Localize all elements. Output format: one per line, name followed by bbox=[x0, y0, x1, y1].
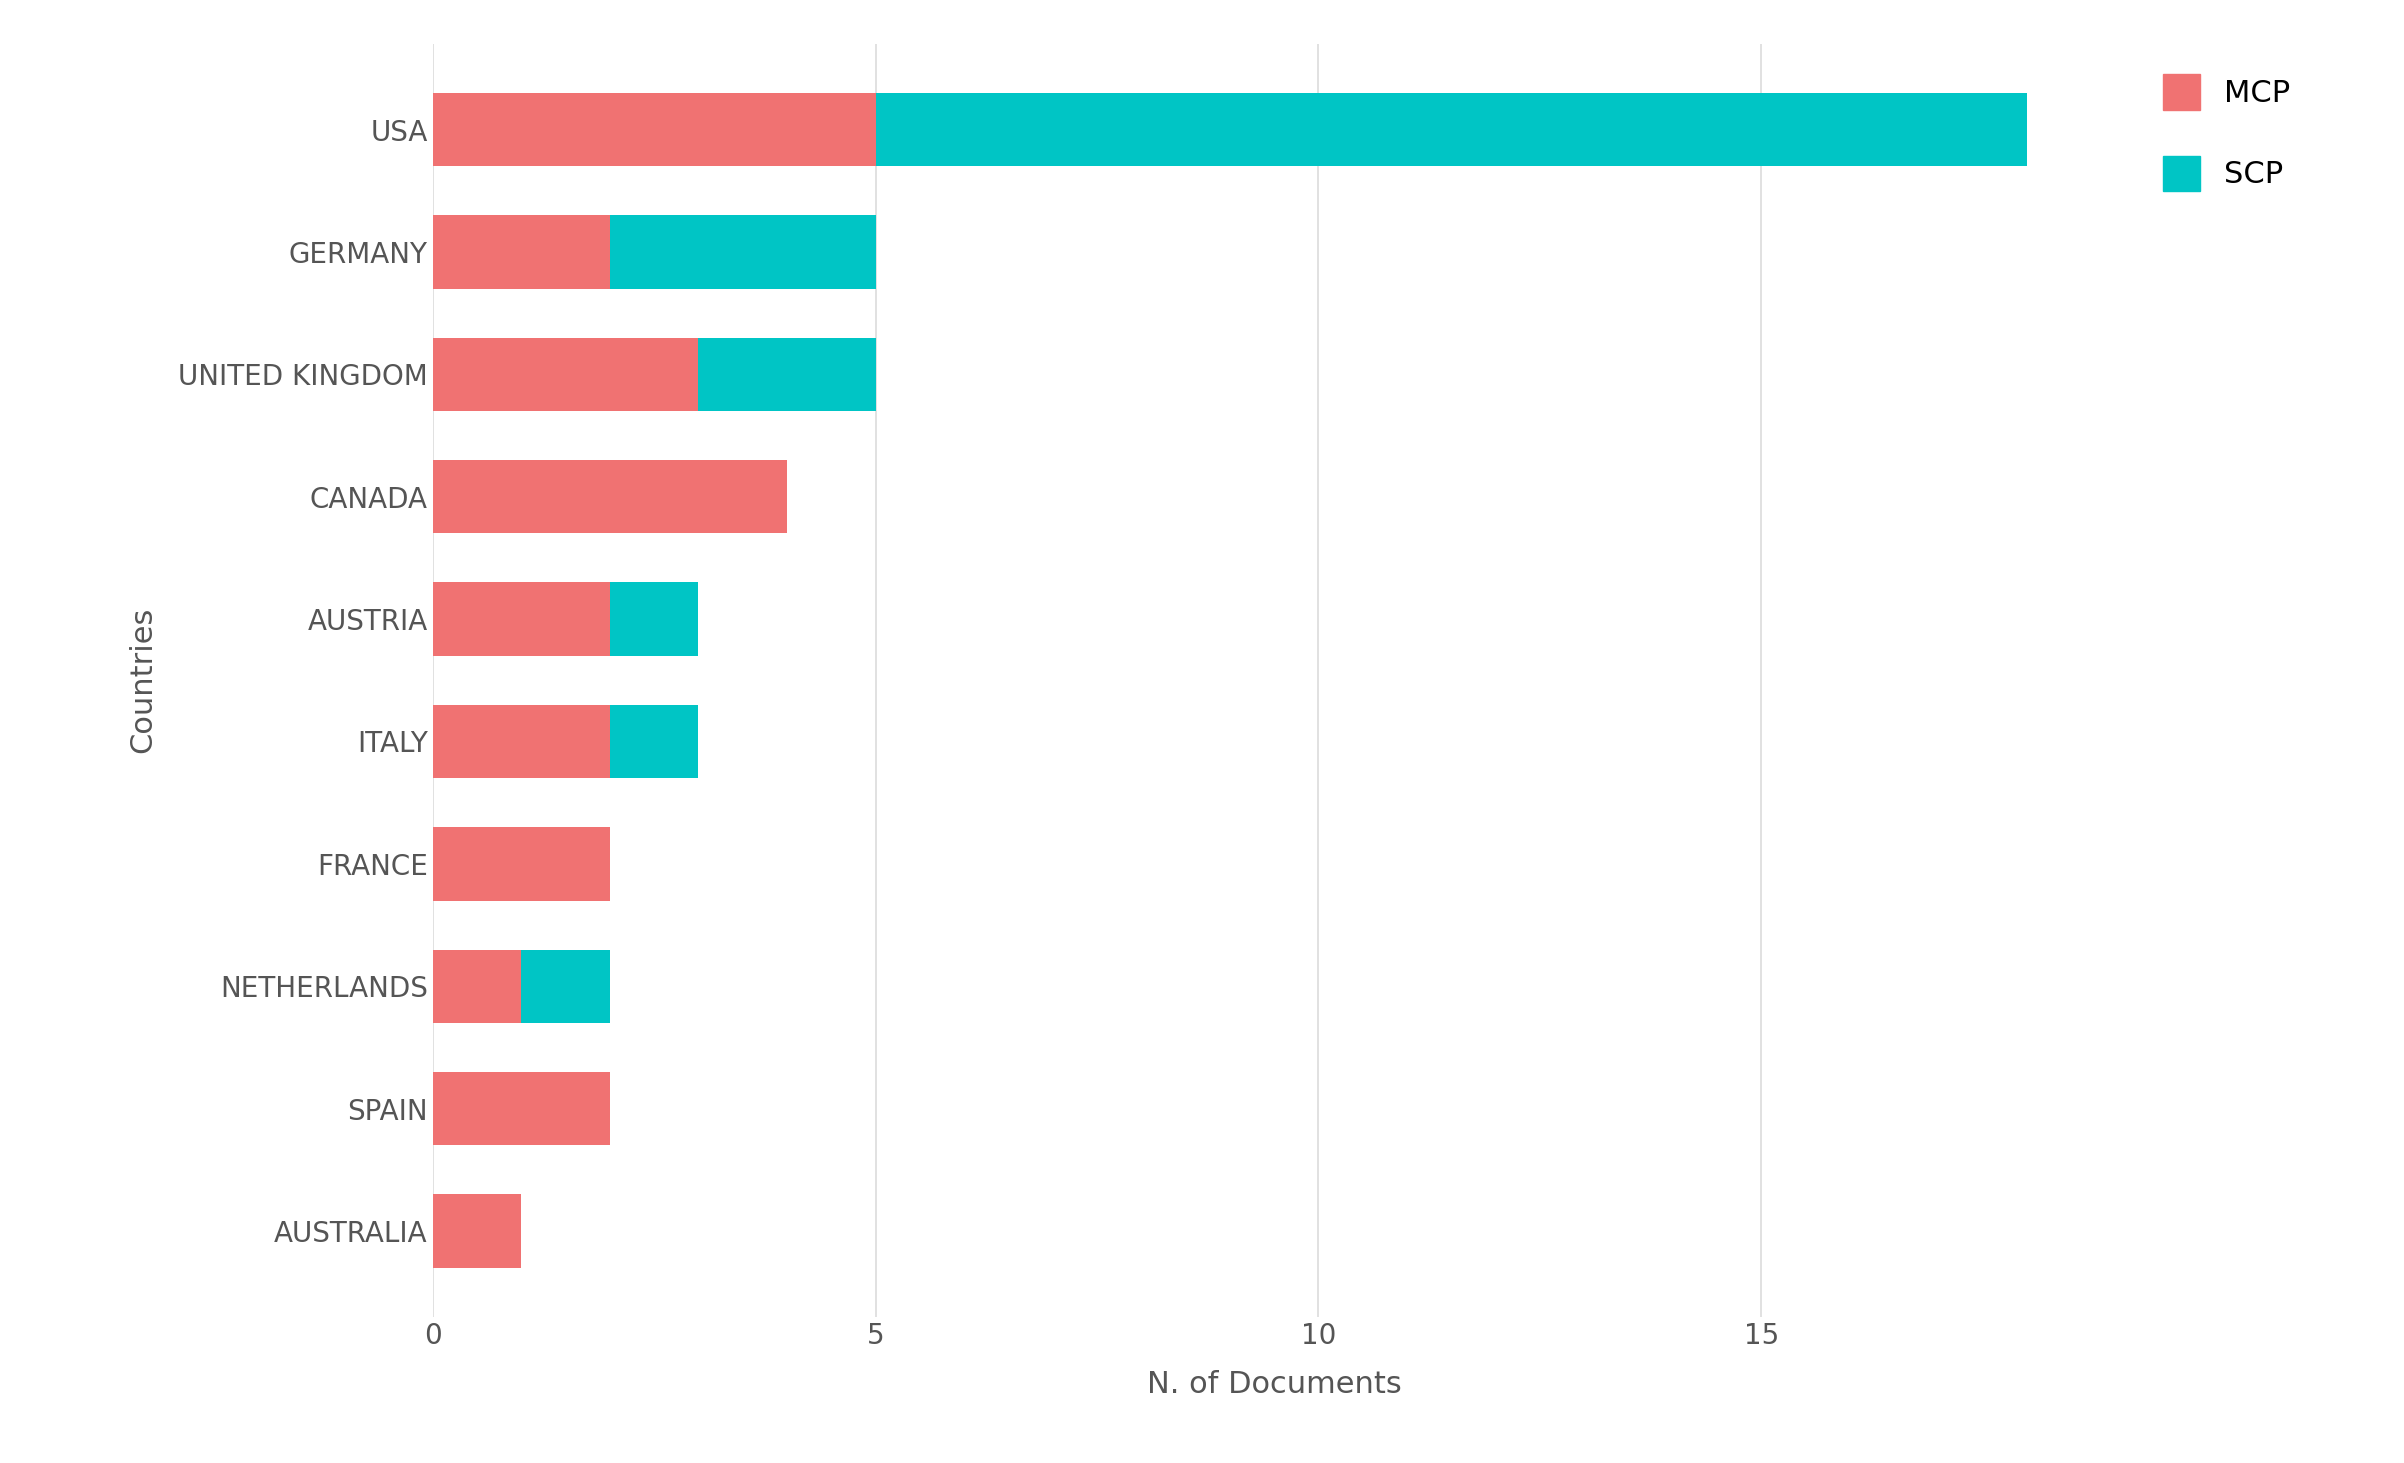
Legend: MCP, SCP: MCP, SCP bbox=[2147, 59, 2305, 206]
Bar bbox=[611, 582, 700, 655]
Bar bbox=[433, 582, 611, 655]
Bar bbox=[433, 459, 786, 534]
Bar bbox=[611, 705, 700, 778]
Bar bbox=[433, 1194, 522, 1268]
Bar bbox=[875, 92, 2027, 167]
Bar bbox=[433, 1072, 611, 1146]
Bar bbox=[433, 215, 611, 288]
Bar bbox=[433, 92, 875, 167]
Bar bbox=[433, 949, 522, 1023]
Y-axis label: Countries: Countries bbox=[127, 607, 156, 753]
Bar bbox=[522, 949, 611, 1023]
X-axis label: N. of Documents: N. of Documents bbox=[1147, 1371, 1402, 1400]
Bar bbox=[611, 215, 875, 288]
Bar bbox=[433, 827, 611, 901]
Bar bbox=[700, 338, 875, 411]
Bar bbox=[433, 338, 700, 411]
Bar bbox=[433, 705, 611, 778]
